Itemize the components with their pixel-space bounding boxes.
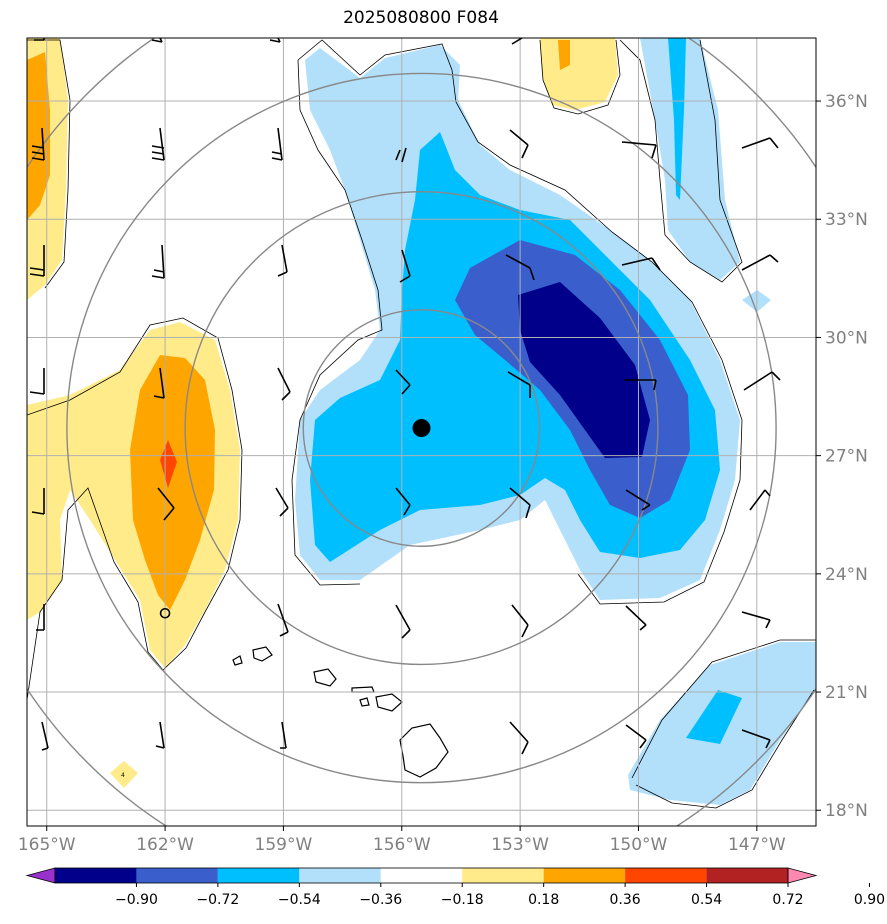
lat-tick-label: 18°N bbox=[825, 801, 868, 821]
contour-pos1-north bbox=[540, 38, 618, 110]
island-oahu bbox=[313, 668, 337, 687]
lon-tick-label: 153°W bbox=[491, 835, 549, 855]
lat-tick-label: 24°N bbox=[825, 565, 868, 585]
lon-tick-label: 156°W bbox=[373, 835, 431, 855]
colorbar-tick-label: 0.54 bbox=[691, 892, 722, 908]
colorbar-tick-label: 0.72 bbox=[772, 892, 803, 908]
colorbar-tick-label: 0.18 bbox=[528, 892, 559, 908]
colorbar-segment bbox=[380, 868, 463, 883]
contour-pos2-north bbox=[558, 40, 570, 70]
island-lanai bbox=[359, 697, 370, 707]
contour-neg4 bbox=[518, 282, 650, 458]
lon-tick-labels: 165°W 162°W 159°W 156°W 153°W 150°W 147°W bbox=[18, 826, 786, 855]
contour-pos2-farwest bbox=[27, 52, 50, 220]
lon-tick-label: 159°W bbox=[255, 835, 313, 855]
colorbar-segment bbox=[217, 868, 300, 883]
range-rings bbox=[27, 38, 816, 826]
lat-tick-label: 36°N bbox=[825, 92, 868, 112]
colorbar-tick-label: 0.36 bbox=[610, 892, 641, 908]
storm-center-marker bbox=[412, 419, 431, 438]
lon-tick-label: 150°W bbox=[610, 835, 668, 855]
small-label: 4 bbox=[121, 772, 125, 779]
contour-neg2-southeast bbox=[686, 690, 742, 744]
map-frame bbox=[26, 37, 817, 827]
lat-tick-label: 27°N bbox=[825, 447, 868, 467]
colorbar-tick-label: −0.54 bbox=[278, 892, 321, 908]
colorbar-segment bbox=[55, 868, 137, 883]
map-gridlines bbox=[27, 38, 816, 826]
colorbar-extend-max bbox=[787, 867, 818, 884]
island-niihau bbox=[232, 655, 243, 666]
contour-pos2-west bbox=[130, 355, 215, 610]
wind-barbs bbox=[29, 38, 781, 755]
map-title: 2025080800 F084 bbox=[343, 8, 499, 28]
lon-tick-label: 165°W bbox=[18, 835, 76, 855]
island-maui bbox=[375, 693, 403, 712]
hawaii-islands bbox=[232, 646, 449, 778]
colorbar-extend-min bbox=[25, 867, 56, 884]
contour-pos1-small bbox=[110, 761, 138, 788]
colorbar-tick-label: −0.36 bbox=[359, 892, 402, 908]
island-big-island bbox=[399, 723, 449, 778]
colorbar-segment bbox=[462, 868, 544, 883]
secondary-circle-marker bbox=[159, 607, 171, 619]
island-kauai bbox=[252, 646, 273, 662]
contour-neg2-northeast bbox=[668, 38, 686, 200]
lat-tick-label: 33°N bbox=[825, 210, 868, 230]
range-ring bbox=[302, 309, 541, 547]
lat-tick-labels: 18°N 21°N 24°N 27°N 30°N 33°N 36°N bbox=[816, 92, 868, 821]
lat-tick-label: 21°N bbox=[825, 683, 868, 703]
lon-tick-label: 162°W bbox=[136, 835, 194, 855]
colorbar-tick-label: −0.90 bbox=[115, 892, 158, 908]
lon-tick-label: 147°W bbox=[728, 835, 786, 855]
colorbar-segment bbox=[299, 868, 381, 883]
contour-pos3-west bbox=[160, 440, 177, 488]
lat-tick-label: 30°N bbox=[825, 328, 868, 348]
range-ring bbox=[66, 72, 777, 784]
colorbar-segment bbox=[625, 868, 707, 883]
map-plot-area: 4 bbox=[27, 38, 816, 826]
range-ring bbox=[184, 190, 659, 666]
colorbar-segment bbox=[706, 868, 788, 883]
island-molokai bbox=[351, 686, 375, 693]
colorbar-segment bbox=[543, 868, 626, 883]
colorbar-tick-label: 0.90 bbox=[854, 892, 885, 908]
colorbar-tick-label: −0.72 bbox=[196, 892, 239, 908]
colorbar-frame bbox=[54, 867, 789, 884]
colorbar-tick-label: −0.18 bbox=[441, 892, 484, 908]
colorbar-segment bbox=[136, 868, 218, 883]
colorbar: −0.90 −0.72 −0.54 −0.36 −0.18 0.18 0.36 0.54 0.7… bbox=[25, 867, 885, 908]
